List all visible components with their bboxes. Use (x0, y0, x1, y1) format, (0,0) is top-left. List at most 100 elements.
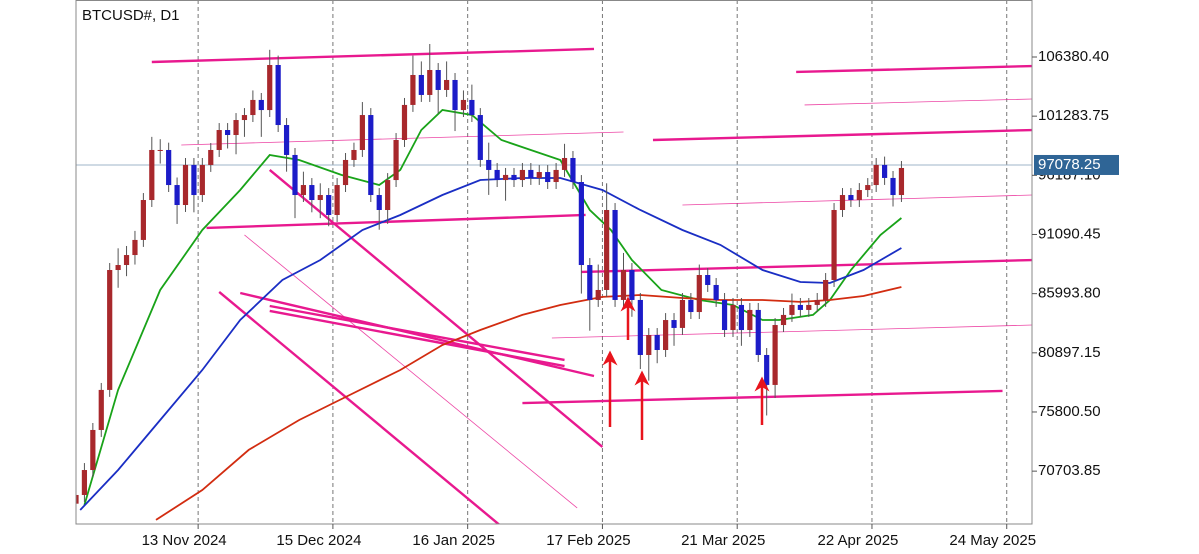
grid (197, 0, 1008, 524)
trendline (551, 324, 1032, 339)
candle-body (292, 154, 298, 196)
candle-body (98, 389, 104, 430)
trendline (581, 258, 1032, 274)
candle-body (385, 180, 391, 210)
candle-body (182, 164, 189, 206)
candle-body (140, 200, 146, 240)
plot-frame (75, 0, 1033, 525)
candle-body (519, 169, 526, 181)
candle-body (797, 304, 803, 310)
candle-body (814, 299, 820, 305)
y-tick-label: 75800.50 (1038, 403, 1101, 420)
candle-body (477, 115, 483, 160)
candle-body (444, 79, 450, 90)
candle-body (342, 159, 349, 186)
candle-body (553, 169, 559, 183)
candle-body (359, 115, 365, 150)
candle-body (208, 149, 214, 165)
candle-body (713, 284, 719, 300)
candle-body (764, 354, 770, 385)
candle-body (81, 470, 88, 495)
candle-body (511, 174, 517, 181)
candle-body (435, 69, 441, 90)
candle-body (502, 174, 509, 181)
y-tick-label: 85993.80 (1038, 285, 1101, 302)
candle-body (570, 157, 576, 183)
candle-body (780, 314, 787, 326)
candle-body (90, 429, 96, 471)
candle-body (755, 309, 761, 355)
candle-body (747, 309, 753, 331)
trendline (268, 169, 604, 448)
candle-body (789, 304, 795, 315)
candle-body (410, 74, 416, 105)
trendline (244, 234, 578, 509)
x-tick-label: 22 Apr 2025 (818, 532, 899, 549)
candle-body (629, 270, 635, 300)
candle-body (688, 299, 694, 313)
candle-body (587, 265, 593, 300)
candle-body (730, 304, 736, 331)
trendline (206, 213, 586, 230)
candle-body (123, 255, 130, 266)
candle-body (157, 149, 163, 151)
candle-body (368, 115, 374, 196)
candle-body (679, 299, 686, 328)
candle-body (856, 190, 862, 201)
y-tick-label: 80897.15 (1038, 344, 1101, 361)
last-price-box (1034, 154, 1119, 175)
x-tick-label: 13 Nov 2024 (142, 532, 227, 549)
candle-body (823, 279, 829, 300)
candle-body (250, 99, 256, 116)
candle-body (309, 185, 315, 201)
y-tick-label: 106380.40 (1038, 48, 1109, 65)
candle-body (494, 169, 500, 181)
candles (76, 43, 905, 511)
candle-body (865, 185, 871, 191)
candle-body (873, 164, 879, 186)
moving-average (79, 177, 902, 511)
candle-body (595, 289, 601, 300)
candle-body (191, 164, 197, 196)
candle-body (881, 164, 888, 178)
candle-body (216, 130, 222, 150)
trendline (269, 304, 565, 362)
candle-body (334, 185, 340, 215)
last-price-label: 97078.25 (1038, 156, 1101, 173)
y-tick-label: 91090.45 (1038, 225, 1101, 242)
moving-average (83, 109, 902, 506)
candle-body (199, 164, 205, 196)
trendline (804, 98, 1032, 106)
candle-body (376, 195, 382, 210)
candle-body (258, 99, 264, 111)
candle-body (831, 209, 837, 280)
candle-body (132, 239, 138, 256)
candle-body (418, 74, 424, 95)
trendline (151, 47, 595, 64)
candle-body (326, 195, 332, 215)
candle-body (166, 149, 172, 186)
trendline (269, 309, 565, 368)
candle-body (654, 335, 660, 350)
candle-body (663, 320, 669, 350)
trendline (239, 291, 595, 378)
x-tick-label: 21 Mar 2025 (681, 532, 765, 549)
x-tick-label: 17 Feb 2025 (546, 532, 630, 549)
candle-body (401, 104, 408, 140)
candle-body (107, 270, 113, 390)
candle-body (696, 275, 702, 313)
candle-body (671, 320, 677, 328)
candle-body (317, 195, 323, 201)
candle-body (536, 172, 542, 178)
candle-body (300, 185, 307, 196)
candle-body (233, 120, 239, 136)
candle-body (351, 149, 357, 160)
candle-body (839, 195, 846, 210)
candle-body (115, 265, 121, 271)
candle-body (578, 182, 584, 266)
candle-body (738, 304, 745, 331)
axes: 13 Nov 2024 15 Dec 2024 16 Jan 2025 17 Feb … (142, 48, 1119, 549)
